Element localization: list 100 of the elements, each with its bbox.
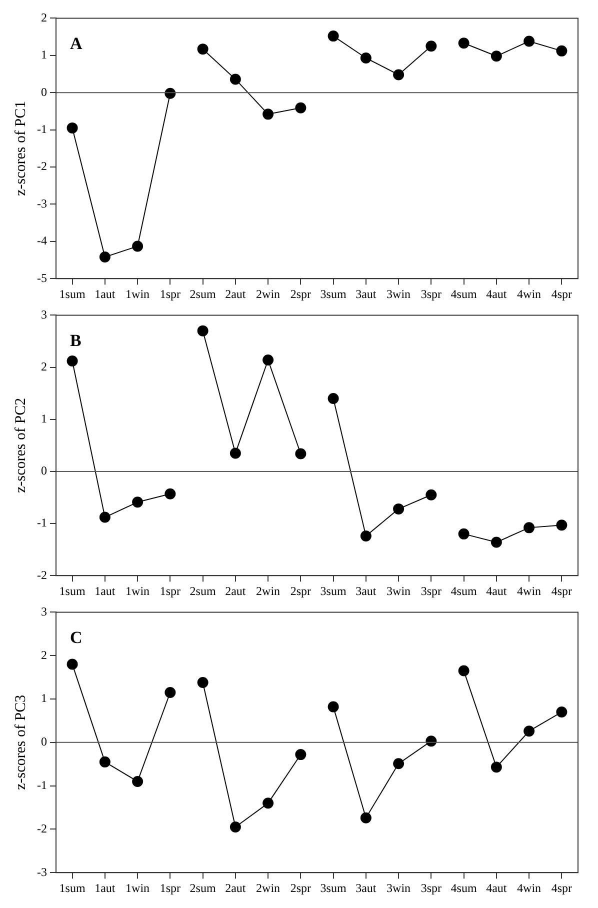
point: [458, 528, 470, 540]
x-tick-label: 3sum: [320, 880, 347, 895]
y-tick-label: -2: [36, 568, 47, 582]
point: [230, 448, 241, 459]
point: [360, 530, 372, 542]
x-tick-label: 2win: [256, 880, 280, 895]
y-tick-label: -1: [36, 122, 47, 136]
point: [262, 354, 274, 366]
y-axis-title: z-scores of PC3: [12, 694, 29, 790]
y-tick-label: 3: [40, 307, 47, 322]
x-tick-label: 4sum: [450, 286, 478, 301]
point: [458, 665, 470, 676]
point: [66, 658, 78, 670]
point: [328, 393, 339, 404]
y-tick-label: 0: [40, 464, 47, 478]
point: [393, 758, 404, 770]
y-tick-label: 1: [40, 412, 47, 426]
point: [164, 488, 176, 500]
x-tick-label: 2sum: [190, 880, 216, 895]
y-tick-label: -2: [36, 821, 47, 836]
y-tick-label: 2: [40, 359, 47, 374]
point: [99, 756, 110, 768]
y-tick-label: -2: [36, 159, 47, 174]
point: [524, 726, 535, 737]
point: [66, 356, 78, 367]
x-tick-label: 4aut: [486, 880, 508, 895]
point: [360, 812, 372, 824]
x-tick-label: 1aut: [94, 880, 116, 895]
y-tick-label: -3: [36, 864, 47, 879]
point: [197, 325, 208, 336]
point: [132, 240, 144, 252]
point: [328, 701, 339, 712]
x-tick-label: 3spr: [420, 584, 442, 598]
x-tick-label: 1win: [126, 880, 150, 895]
point: [556, 520, 568, 531]
point: [295, 448, 306, 460]
point: [66, 122, 78, 134]
point: [230, 74, 241, 85]
y-tick-label: 1: [40, 691, 47, 706]
x-tick-label: 4sum: [450, 880, 478, 895]
y-tick-label: 3: [40, 604, 47, 618]
x-tick-label: 4aut: [486, 286, 508, 301]
x-tick-label: 3spr: [420, 286, 442, 301]
x-tick-label: 1sum: [59, 584, 86, 598]
point: [197, 44, 208, 55]
point: [490, 762, 502, 773]
x-tick-label: 4spr: [551, 880, 572, 895]
point: [328, 30, 339, 42]
point: [164, 686, 176, 698]
x-tick-label: 2spr: [290, 880, 312, 895]
point: [426, 489, 437, 500]
x-tick-label: 3sum: [320, 584, 347, 598]
x-tick-label: 1spr: [160, 584, 181, 598]
point: [99, 252, 110, 263]
point: [393, 69, 404, 80]
point: [458, 38, 470, 49]
x-tick-label: 4win: [517, 286, 542, 301]
x-tick-label: 2aut: [225, 584, 246, 598]
point: [556, 706, 568, 718]
point: [426, 40, 437, 52]
y-axis-title: z-scores of PC1: [12, 100, 29, 196]
x-tick-label: 1aut: [94, 584, 116, 598]
x-tick-label: 1aut: [94, 286, 116, 301]
point: [556, 45, 568, 56]
x-tick-label: 4aut: [486, 584, 508, 598]
x-tick-label: 4win: [517, 584, 542, 598]
point: [132, 496, 144, 508]
annotation: C: [70, 628, 82, 648]
x-tick-label: 2sum: [190, 584, 216, 598]
y-tick-label: 1: [40, 48, 47, 62]
x-tick-label: 3aut: [356, 880, 377, 895]
point: [490, 536, 502, 548]
x-tick-label: 3aut: [356, 584, 377, 598]
x-tick-label: 3win: [386, 584, 411, 598]
x-tick-label: 3aut: [356, 286, 377, 301]
x-tick-label: 1win: [126, 286, 150, 301]
x-tick-label: 2spr: [290, 584, 312, 598]
point: [360, 52, 372, 64]
point: [295, 102, 306, 114]
point: [262, 108, 274, 120]
x-tick-label: 3sum: [320, 286, 347, 301]
x-tick-label: 1sum: [59, 286, 86, 301]
x-tick-label: 4spr: [551, 584, 572, 598]
x-tick-label: 2win: [256, 584, 280, 598]
x-tick-label: 2aut: [225, 286, 246, 301]
x-tick-label: 3spr: [420, 880, 442, 895]
x-tick-label: 4win: [517, 880, 542, 895]
x-tick-label: 2sum: [190, 286, 216, 301]
point: [99, 512, 110, 523]
point: [295, 749, 306, 760]
y-tick-label: 2: [40, 10, 47, 24]
x-tick-label: 1spr: [160, 880, 181, 895]
x-tick-label: 3win: [386, 880, 411, 895]
x-tick-label: 2win: [256, 286, 280, 301]
x-tick-label: 3win: [386, 286, 411, 301]
x-tick-label: 1spr: [160, 286, 181, 301]
x-tick-label: 1win: [126, 584, 150, 598]
point: [490, 50, 502, 62]
annotation: B: [70, 331, 82, 350]
y-tick-label: 0: [40, 84, 47, 99]
